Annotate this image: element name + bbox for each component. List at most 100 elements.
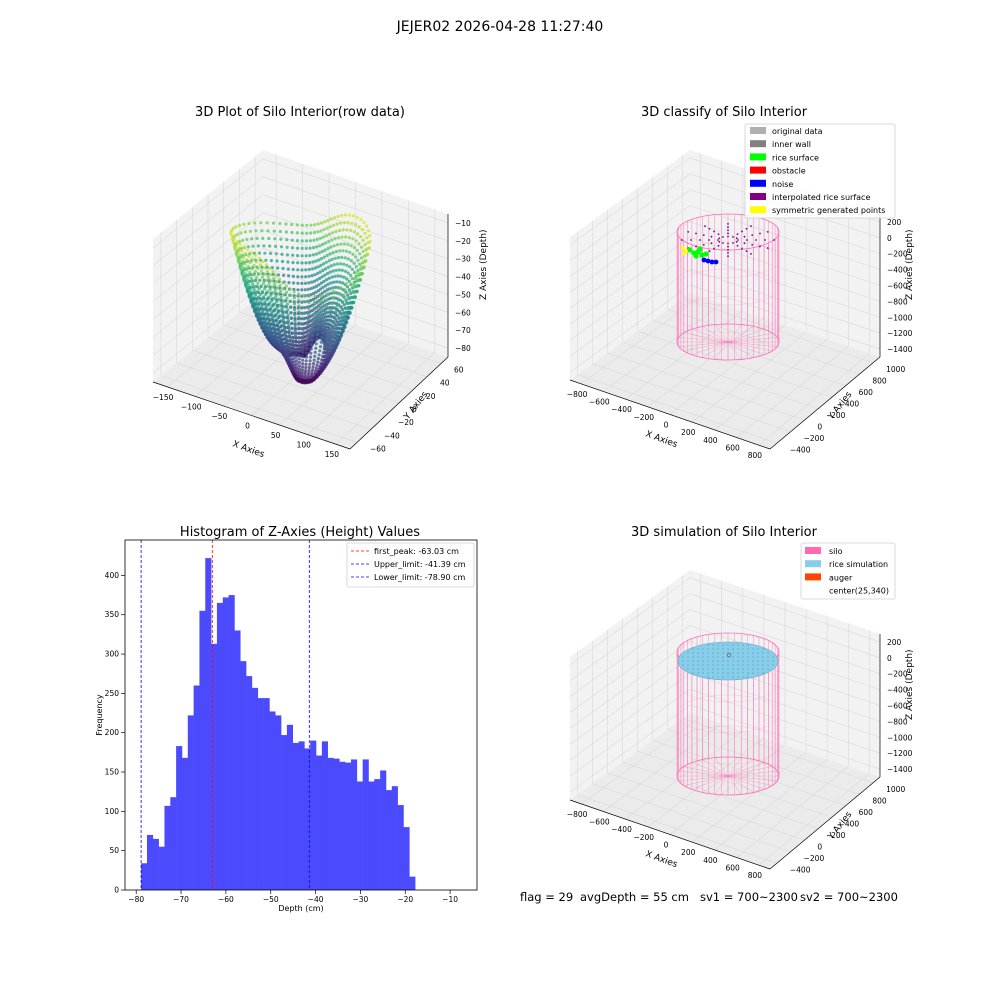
raw-point [275, 280, 279, 284]
grid-floor-x [669, 324, 786, 415]
rice-grid-point [737, 644, 739, 646]
raw-point [316, 294, 320, 299]
silo-floor-spoke [678, 775, 729, 782]
raw-point [302, 305, 306, 310]
y-tick-label: 800 [872, 376, 887, 385]
raw-point [337, 268, 341, 272]
interp-point [745, 250, 748, 253]
rice-grid-point [767, 668, 769, 670]
raw-point [274, 292, 278, 296]
raw-point [342, 221, 346, 225]
raw-point [336, 314, 340, 318]
legend-label: symmetric generated points [772, 206, 885, 215]
hist-bar [409, 876, 416, 890]
rice-grid-point [772, 664, 774, 666]
raw-point [257, 287, 261, 291]
raw-point [246, 245, 250, 249]
hist-bar [228, 595, 235, 890]
raw-point [293, 308, 297, 312]
noise-point [709, 259, 715, 265]
interp-point [708, 250, 711, 253]
interp-point [727, 242, 729, 245]
grid-left-z [569, 688, 691, 777]
raw-point [293, 334, 298, 338]
raw-point [284, 284, 288, 288]
raw-point [297, 292, 301, 296]
raw-point [290, 222, 294, 227]
rice-grid-point [712, 668, 714, 670]
grid-floor-x [669, 744, 786, 835]
raw-point [321, 300, 325, 304]
raw-point [341, 300, 345, 304]
raw-point [242, 266, 246, 270]
raw-point [354, 265, 358, 269]
raw-point [296, 281, 300, 285]
raw-point [300, 239, 304, 243]
raw-point [355, 290, 359, 294]
raw-point [321, 354, 325, 358]
rice-grid-point [742, 668, 744, 670]
grid-floor-y [255, 299, 442, 364]
rice-grid-point [697, 668, 699, 670]
raw-point [352, 230, 356, 234]
legend-label: rice surface [772, 153, 819, 162]
raw-point [315, 332, 319, 336]
raw-point [338, 228, 342, 233]
raw-point [316, 271, 320, 275]
raw-point [236, 255, 240, 259]
raw-point [311, 365, 315, 369]
grid-left-z [152, 158, 264, 249]
raw-point [250, 267, 254, 271]
raw-point [260, 298, 264, 302]
raw-point [328, 270, 332, 274]
raw-point [343, 269, 347, 273]
raw-point [289, 305, 293, 309]
raw-point [304, 275, 308, 279]
raw-point [261, 303, 265, 307]
x-tick-label: −600 [589, 818, 610, 827]
raw-point [326, 306, 330, 310]
raw-point [248, 289, 252, 293]
raw-point [301, 342, 305, 346]
interp-point [773, 239, 775, 241]
x-tick-label: 0 [245, 422, 250, 431]
rice-grid-point [717, 648, 719, 650]
rice-grid-point [767, 664, 769, 666]
interp-point [717, 233, 720, 236]
raw-point [363, 231, 367, 235]
raw-point [297, 326, 301, 330]
raw-x-ticks: −150 −100 −50 0 50 100 150 [153, 393, 340, 459]
raw-point [236, 232, 240, 236]
raw-point [312, 238, 316, 242]
raw-point [324, 278, 329, 282]
raw-point [238, 242, 242, 246]
raw-point [296, 261, 300, 265]
hist-bar [368, 781, 375, 890]
legend-swatch [750, 140, 766, 148]
raw-point [313, 350, 317, 354]
raw-point [323, 315, 327, 319]
hist-y-ticks: 0 50 100 150 200 250 300 350 400 [105, 571, 125, 895]
raw-point [308, 355, 313, 359]
raw-point [321, 268, 325, 273]
raw-point [350, 277, 354, 281]
rice-grid-point [752, 664, 754, 666]
raw-point [307, 371, 311, 375]
raw-point [310, 267, 315, 271]
interp-point [764, 239, 766, 241]
silo-floor-spoke [702, 326, 729, 343]
sim-y-ticks: −400 −200 0 200 400 600 800 1000 [790, 785, 906, 875]
classify-z-ticks: 200 0 −200 −400 −600 −800 −1000 −1200 −1400 [887, 218, 913, 354]
rice-grid-point [722, 656, 724, 658]
raw-point [290, 331, 294, 335]
raw-point [276, 292, 280, 296]
raw-point [248, 261, 252, 265]
raw-point [320, 336, 324, 340]
interp-point [699, 239, 701, 241]
y-tick-label: 1000 [886, 785, 905, 794]
raw-point [244, 281, 249, 285]
x-tick-label: 200 [681, 848, 696, 857]
raw-point [307, 300, 311, 305]
raw-point [259, 284, 263, 288]
